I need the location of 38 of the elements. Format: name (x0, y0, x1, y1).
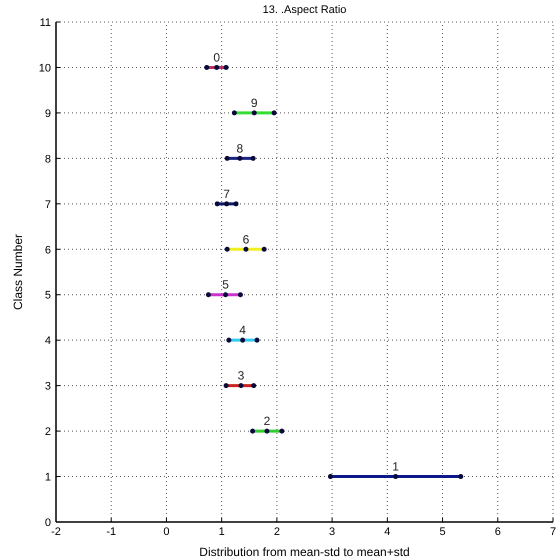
x-tick-label: -1 (106, 526, 116, 538)
x-tick-label: 1 (218, 526, 225, 538)
series-label: 3 (238, 368, 245, 383)
x-tick-label: 7 (550, 526, 556, 538)
x-tick-label: 3 (329, 526, 336, 538)
x-tick-label: 4 (384, 526, 390, 538)
y-axis-title: Class Number (11, 234, 25, 310)
y-tick-label: 0 (44, 517, 51, 529)
x-tick-label: 0 (163, 526, 170, 538)
y-tick-label: 8 (44, 153, 51, 166)
x-tick-label: 2 (274, 526, 280, 538)
point (234, 201, 239, 206)
y-tick-label: 6 (44, 244, 51, 256)
series-label: 8 (236, 141, 244, 156)
series-label: 0 (213, 50, 220, 64)
series-label: 1 (392, 460, 400, 474)
series-label: 5 (222, 278, 230, 292)
x-tick-label: 5 (439, 526, 446, 538)
point (214, 201, 220, 206)
y-tick-label: 5 (44, 290, 51, 302)
series-label: 7 (223, 186, 230, 201)
y-tick-label: 4 (44, 335, 51, 348)
series-label: 9 (250, 96, 258, 110)
x-axis-title: Distribution from mean-std to mean+std (199, 545, 410, 559)
chart-title: 13. .Aspect Ratio (262, 4, 346, 16)
series-label: 4 (239, 323, 246, 338)
y-tick-label: 9 (44, 108, 51, 120)
series-label: 6 (242, 232, 250, 246)
y-tick-label: 11 (40, 17, 51, 29)
x-tick-label: -2 (51, 526, 61, 538)
y-tick-label: 3 (44, 380, 51, 393)
y-tick-label: 10 (38, 62, 51, 74)
x-tick-label: 6 (494, 526, 501, 538)
y-tick-label: 1 (44, 472, 51, 484)
series-label: 2 (264, 414, 271, 428)
point (224, 201, 230, 206)
y-tick-label: 7 (44, 198, 51, 211)
y-tick-label: 2 (44, 426, 51, 438)
